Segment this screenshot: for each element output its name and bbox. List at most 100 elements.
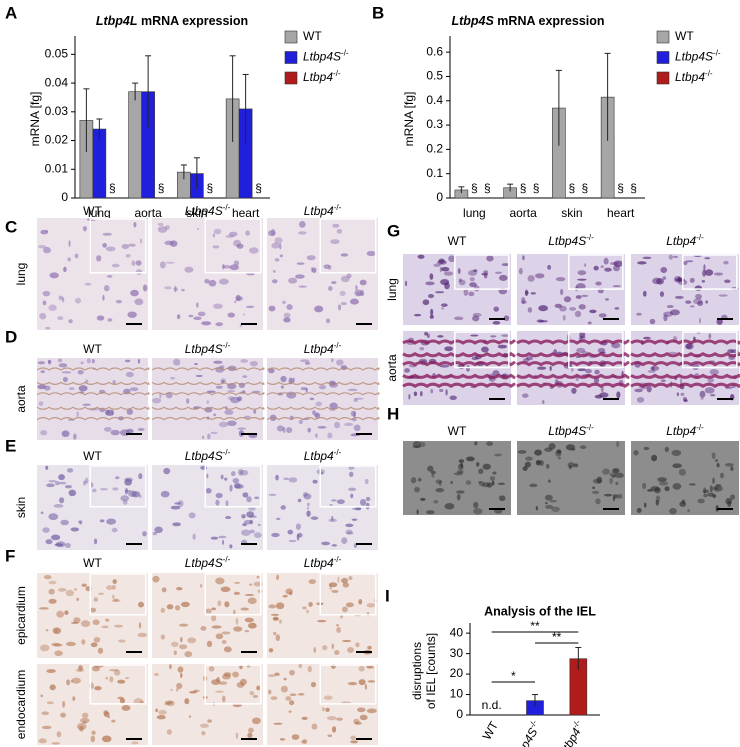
micrograph-texture: [718, 294, 728, 297]
fiber: [36, 392, 150, 396]
value-label: §: [533, 181, 540, 195]
micrograph-texture: [97, 647, 104, 654]
micrograph-texture: [456, 493, 461, 501]
micrograph-texture: [574, 310, 582, 318]
micrograph-texture: [140, 238, 143, 244]
inset-box: [89, 218, 147, 274]
micrograph-texture: [331, 589, 339, 593]
micrograph-texture: [111, 527, 118, 533]
micrograph-texture: [573, 463, 579, 468]
micrograph-texture: [137, 601, 144, 608]
micrograph-texture: [529, 483, 538, 488]
inset-box: [682, 331, 738, 369]
micrograph-texture: [242, 523, 247, 527]
micrograph-texture: [170, 505, 181, 510]
x-tick-label: heart: [607, 206, 635, 220]
column-header: WT: [448, 424, 467, 438]
micrograph-texture: [40, 229, 49, 235]
micrograph: [36, 358, 150, 440]
micrograph-texture: [527, 275, 535, 282]
micrograph-texture: [312, 410, 317, 416]
micrograph-texture: [249, 519, 254, 525]
micrograph-texture: [119, 697, 126, 704]
micrograph-texture: [82, 720, 87, 724]
legend-swatch: [656, 71, 670, 85]
micrograph-texture: [268, 493, 277, 496]
micrograph-texture: [268, 305, 276, 312]
micrograph-texture: [80, 361, 84, 365]
micrograph-texture: [298, 664, 303, 669]
micrograph-texture: [427, 465, 434, 472]
micrograph-texture: [200, 584, 203, 588]
micrograph-texture: [45, 465, 49, 470]
micrograph-texture: [306, 255, 316, 261]
micrograph-texture: [327, 716, 337, 721]
micrograph-texture: [419, 441, 426, 448]
micrograph-texture: [497, 344, 508, 349]
micrograph-texture: [309, 397, 315, 401]
micrograph: [152, 573, 263, 658]
micrograph-texture: [358, 599, 363, 605]
micrograph-texture: [279, 243, 282, 250]
value-label: §: [617, 181, 624, 195]
micrograph-texture: [422, 299, 430, 306]
micrograph-texture: [174, 502, 181, 505]
fiber: [516, 373, 630, 379]
micrograph: [151, 358, 265, 440]
value-label: §: [630, 181, 637, 195]
micrograph-texture: [166, 729, 173, 735]
micrograph-texture: [275, 602, 285, 610]
micrograph: [517, 441, 625, 515]
micrograph-texture: [288, 539, 297, 543]
micrograph-texture: [233, 591, 240, 595]
micrograph-texture: [219, 681, 228, 685]
micrograph-texture: [223, 646, 232, 653]
micrograph-texture: [40, 511, 44, 515]
y-tick-label: 0.2: [426, 142, 443, 156]
panel-letter: A: [5, 3, 17, 22]
fiber: [266, 392, 380, 396]
micrograph-texture: [249, 529, 255, 534]
micrograph-texture: [353, 424, 361, 432]
micrograph-texture: [704, 269, 714, 276]
micrograph-texture: [208, 279, 217, 287]
row-label: endocardium: [14, 670, 28, 739]
micrograph-texture: [92, 666, 100, 672]
micrograph-texture: [346, 273, 352, 279]
y-tick-label: 0.4: [426, 93, 443, 107]
micrograph-texture: [676, 392, 679, 397]
micrograph-texture: [499, 274, 508, 282]
micrograph-texture: [353, 411, 356, 419]
micrograph-texture: [659, 291, 665, 297]
micrograph-texture: [160, 607, 166, 613]
micrograph-texture: [129, 387, 139, 392]
micrograph-texture: [439, 266, 443, 273]
micrograph-texture: [46, 669, 56, 674]
micrograph-texture: [498, 495, 506, 502]
micrograph-texture: [215, 385, 223, 389]
micrograph-texture: [652, 277, 662, 285]
micrograph-texture: [40, 370, 46, 374]
micrograph-texture: [712, 477, 715, 485]
micrograph-texture: [433, 499, 439, 504]
micrograph-texture: [683, 399, 688, 403]
micrograph-texture: [616, 441, 620, 448]
micrograph-texture: [716, 463, 720, 468]
micrograph-texture: [176, 682, 183, 690]
inset-box: [454, 331, 510, 369]
fiber: [36, 416, 150, 421]
micrograph-texture: [435, 487, 445, 493]
micrograph-texture: [364, 683, 367, 690]
micrograph-texture: [78, 520, 83, 524]
micrograph-texture: [494, 453, 503, 457]
micrograph-texture: [600, 265, 604, 268]
micrograph-texture: [205, 488, 212, 494]
micrograph-texture: [549, 499, 557, 503]
micrograph-texture: [322, 707, 325, 712]
micrograph-texture: [341, 701, 351, 704]
micrograph-texture: [159, 393, 162, 399]
micrograph-texture: [45, 539, 53, 545]
micrograph-texture: [217, 600, 222, 607]
micrograph-texture: [457, 268, 461, 274]
micrograph-texture: [46, 701, 54, 705]
